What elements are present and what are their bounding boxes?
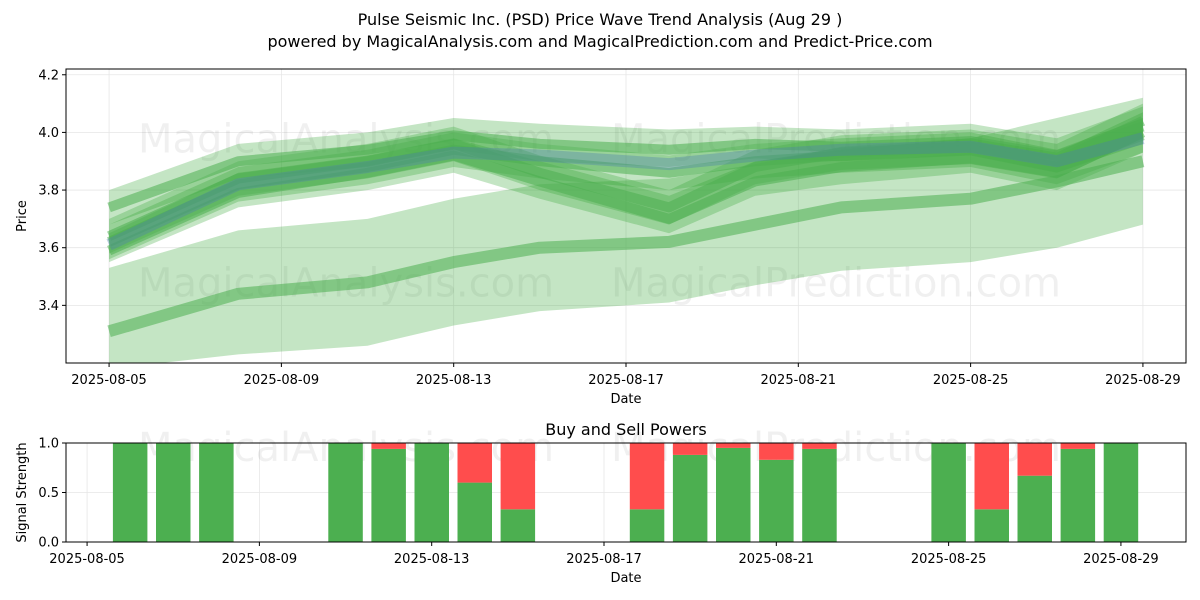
buy-bar: [156, 443, 191, 542]
buy-bar: [931, 443, 966, 542]
buy-bar: [199, 443, 234, 542]
chart-title: Pulse Seismic Inc. (PSD) Price Wave Tren…: [357, 10, 843, 29]
sell-bar: [457, 443, 492, 483]
sell-bar: [716, 443, 751, 448]
buy-bar: [112, 443, 148, 542]
x-tick-label: 2025-08-17: [566, 552, 642, 567]
y-tick-label: 3.8: [38, 184, 59, 199]
buy-bar: [457, 482, 492, 542]
y-tick-label: 3.6: [38, 241, 59, 256]
sell-bar: [974, 443, 1009, 510]
y-tick-label: 1.0: [38, 437, 59, 452]
buy-bar: [328, 443, 363, 542]
sell-bar: [672, 443, 708, 455]
sell-bar: [500, 443, 536, 510]
sell-bar: [371, 443, 406, 449]
buy-bar: [716, 447, 751, 542]
sell-bar: [1017, 443, 1052, 476]
x-tick-label: 2025-08-09: [222, 552, 298, 567]
sell-bar: [802, 443, 837, 449]
chart-subtitle: powered by MagicalAnalysis.com and Magic…: [267, 32, 933, 51]
prediction-band: [109, 106, 1143, 225]
price-plot: MagicalAnalysis.com MagicalPrediction.com…: [15, 68, 1187, 407]
x-tick-label: 2025-08-25: [911, 552, 987, 567]
y-tick-label: 3.4: [38, 299, 59, 314]
x-tick-label: 2025-08-13: [416, 373, 492, 388]
buy-bar: [974, 509, 1009, 542]
sell-bar: [629, 443, 665, 510]
y-tick-label: 0.5: [38, 486, 59, 501]
trend-line: [107, 127, 1146, 256]
buy-bar: [672, 454, 708, 542]
x-tick-label: 2025-08-29: [1105, 373, 1181, 388]
y-tick-label: 0.0: [38, 536, 59, 551]
y-tick-label: 4.2: [38, 68, 59, 83]
signal-plot: MagicalAnalysis.comMagicalPrediction.com…: [15, 420, 1187, 586]
x-tick-label: 2025-08-05: [49, 552, 125, 567]
x-tick-label: 2025-08-13: [394, 552, 470, 567]
trend-line: [107, 121, 1145, 213]
x-tick-label: 2025-08-17: [588, 373, 664, 388]
sell-bar: [759, 443, 794, 460]
wave-line: [106, 132, 1145, 251]
watermark-text: MagicalPrediction.com: [611, 261, 1061, 307]
x-tick-label: 2025-08-05: [71, 373, 147, 388]
buy-bar: [802, 448, 837, 542]
x-tick-label: 2025-08-29: [1083, 552, 1159, 567]
x-tick-label: 2025-08-09: [244, 373, 320, 388]
x-axis-label: Date: [610, 392, 641, 407]
y-axis-label: Price: [15, 200, 30, 232]
buy-bar: [1060, 448, 1096, 542]
y-tick-label: 4.0: [38, 126, 59, 141]
buy-bar: [371, 448, 406, 542]
x-tick-label: 2025-08-25: [933, 373, 1009, 388]
x-axis-label: Date: [610, 571, 641, 586]
buy-bar: [1017, 475, 1052, 542]
y-axis-label: Signal Strength: [15, 442, 30, 542]
trend-line: [107, 155, 1145, 338]
buy-bar: [1103, 443, 1139, 542]
x-tick-label: 2025-08-21: [739, 552, 815, 567]
buy-bar: [500, 509, 536, 542]
buy-bar: [629, 509, 665, 542]
trend-line: [107, 116, 1146, 241]
signal-plot-title: Buy and Sell Powers: [545, 420, 707, 439]
sell-bar: [1060, 443, 1096, 449]
buy-bar: [759, 459, 794, 542]
buy-bar: [414, 443, 449, 542]
x-tick-label: 2025-08-21: [761, 373, 837, 388]
